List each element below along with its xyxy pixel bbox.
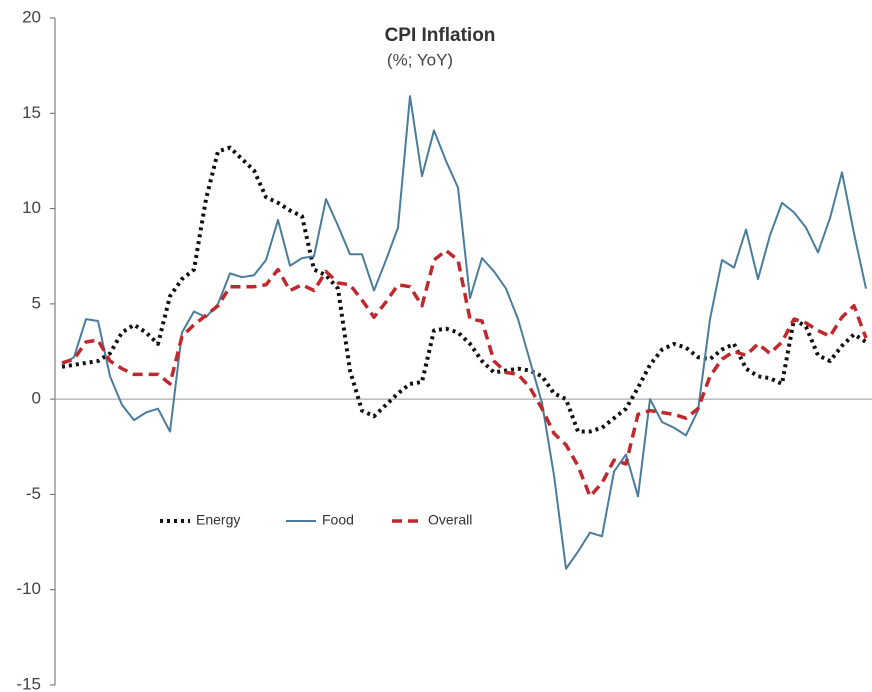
series-line	[61, 95, 867, 570]
y-tick-label: 20	[22, 7, 41, 26]
y-tick-label: -5	[26, 484, 41, 503]
y-tick-label: -15	[16, 674, 41, 692]
series-line	[61, 248, 868, 499]
y-tick-label: 15	[22, 103, 41, 122]
chart-title: CPI Inflation	[385, 25, 496, 46]
y-tick-label: -10	[16, 579, 41, 598]
legend-label: Food	[322, 512, 354, 528]
y-tick-label: 5	[32, 293, 41, 312]
chart-subtitle: (%; YoY)	[387, 50, 453, 69]
y-tick-label: 0	[32, 389, 41, 408]
y-tick-label: 10	[22, 198, 41, 217]
legend-label: Overall	[428, 512, 472, 528]
series-line	[61, 145, 868, 434]
legend-label: Energy	[196, 512, 240, 528]
